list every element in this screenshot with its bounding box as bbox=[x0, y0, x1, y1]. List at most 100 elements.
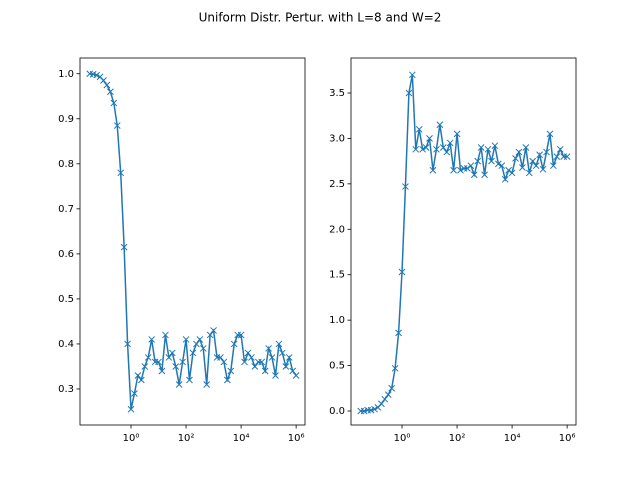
marker bbox=[536, 151, 543, 159]
marker bbox=[107, 88, 114, 96]
marker bbox=[415, 125, 423, 133]
marker bbox=[168, 349, 176, 357]
marker bbox=[251, 363, 259, 370]
y-tick-label: 0.0 bbox=[329, 406, 345, 417]
marker bbox=[189, 349, 197, 357]
marker bbox=[227, 367, 235, 375]
y-tick-label: 0.3 bbox=[58, 384, 74, 395]
marker bbox=[563, 153, 571, 160]
y-tick-label: 3.0 bbox=[329, 133, 345, 144]
marker bbox=[155, 358, 162, 366]
y-tick-label: 0.4 bbox=[58, 339, 74, 350]
marker bbox=[412, 145, 420, 153]
marker bbox=[512, 155, 519, 162]
x-tick-label: 10⁰ bbox=[394, 433, 411, 444]
marker bbox=[529, 157, 537, 165]
marker bbox=[141, 363, 149, 370]
marker bbox=[522, 144, 530, 151]
marker bbox=[199, 345, 207, 352]
marker bbox=[279, 349, 286, 357]
marker bbox=[498, 162, 506, 170]
x-tick-label: 10⁰ bbox=[123, 433, 140, 444]
marker bbox=[241, 358, 248, 366]
marker bbox=[127, 405, 135, 413]
x-tick-label: 10⁶ bbox=[288, 433, 305, 444]
y-tick-label: 1.0 bbox=[329, 315, 345, 326]
marker bbox=[193, 340, 200, 348]
marker bbox=[124, 340, 131, 348]
marker bbox=[408, 71, 416, 79]
marker bbox=[481, 171, 488, 179]
y-tick-label: 0.5 bbox=[329, 361, 345, 372]
marker bbox=[384, 391, 392, 399]
marker bbox=[556, 145, 564, 153]
marker bbox=[422, 144, 430, 151]
marker bbox=[405, 89, 413, 97]
marker bbox=[381, 395, 389, 403]
marker bbox=[501, 175, 509, 183]
marker bbox=[162, 331, 169, 339]
marker bbox=[265, 345, 272, 352]
marker bbox=[464, 165, 471, 172]
marker bbox=[285, 354, 293, 361]
figure-title: Uniform Distr. Pertur. with L=8 and W=2 bbox=[199, 11, 442, 25]
x-tick-label: 10² bbox=[178, 433, 195, 444]
y-tick-label: 0.6 bbox=[58, 249, 74, 260]
marker bbox=[179, 358, 186, 366]
marker bbox=[443, 148, 451, 156]
marker bbox=[103, 81, 111, 89]
marker bbox=[148, 336, 156, 343]
marker bbox=[182, 336, 190, 343]
marker bbox=[196, 336, 204, 343]
marker bbox=[378, 400, 385, 408]
marker bbox=[258, 358, 266, 366]
marker bbox=[272, 372, 279, 379]
marker bbox=[110, 99, 118, 107]
marker bbox=[223, 376, 231, 384]
marker bbox=[419, 145, 427, 153]
marker bbox=[371, 405, 378, 413]
marker bbox=[491, 142, 499, 150]
y-tick-label: 2.5 bbox=[329, 179, 345, 190]
marker bbox=[100, 77, 107, 84]
marker bbox=[525, 169, 533, 177]
marker bbox=[248, 354, 255, 361]
marker bbox=[113, 122, 121, 129]
y-tick-label: 3.5 bbox=[329, 88, 345, 99]
x-tick-label: 10² bbox=[449, 433, 466, 444]
marker bbox=[453, 130, 461, 138]
marker bbox=[144, 354, 152, 361]
y-tick-label: 1.5 bbox=[329, 270, 345, 281]
marker bbox=[484, 145, 492, 153]
marker bbox=[134, 372, 142, 379]
marker bbox=[131, 390, 138, 397]
marker bbox=[519, 164, 526, 171]
y-tick-label: 2.0 bbox=[329, 224, 345, 235]
axes-frame bbox=[350, 57, 577, 426]
marker bbox=[165, 354, 173, 361]
marker bbox=[158, 367, 166, 375]
marker bbox=[388, 384, 396, 392]
x-tick-label: 10⁴ bbox=[233, 433, 250, 444]
marker bbox=[217, 354, 224, 361]
axes-frame bbox=[79, 57, 306, 426]
marker bbox=[436, 121, 444, 129]
marker bbox=[494, 160, 502, 168]
marker bbox=[550, 162, 557, 170]
marker bbox=[261, 367, 269, 375]
axes: 0.0 0.5 1.0 1.5 2.0 2.5 3.0 3.5 10⁰ 10² 10⁴ 10⁶ bbox=[329, 57, 577, 444]
marker bbox=[289, 367, 297, 375]
marker bbox=[391, 364, 399, 372]
marker bbox=[477, 144, 485, 151]
marker bbox=[426, 135, 433, 142]
y-tick-label: 0.7 bbox=[58, 204, 74, 215]
marker bbox=[532, 162, 540, 170]
axes: 0.3 0.4 0.5 0.6 0.7 0.8 0.9 1.0 10⁰ 10² 10⁴ 10⁶ bbox=[58, 57, 306, 444]
marker bbox=[203, 381, 211, 388]
x-tick-label: 10⁴ bbox=[504, 433, 521, 444]
marker bbox=[244, 349, 252, 357]
y-tick-label: 0.5 bbox=[58, 294, 74, 305]
marker bbox=[186, 376, 193, 384]
x-tick-label: 10⁶ bbox=[559, 433, 576, 444]
